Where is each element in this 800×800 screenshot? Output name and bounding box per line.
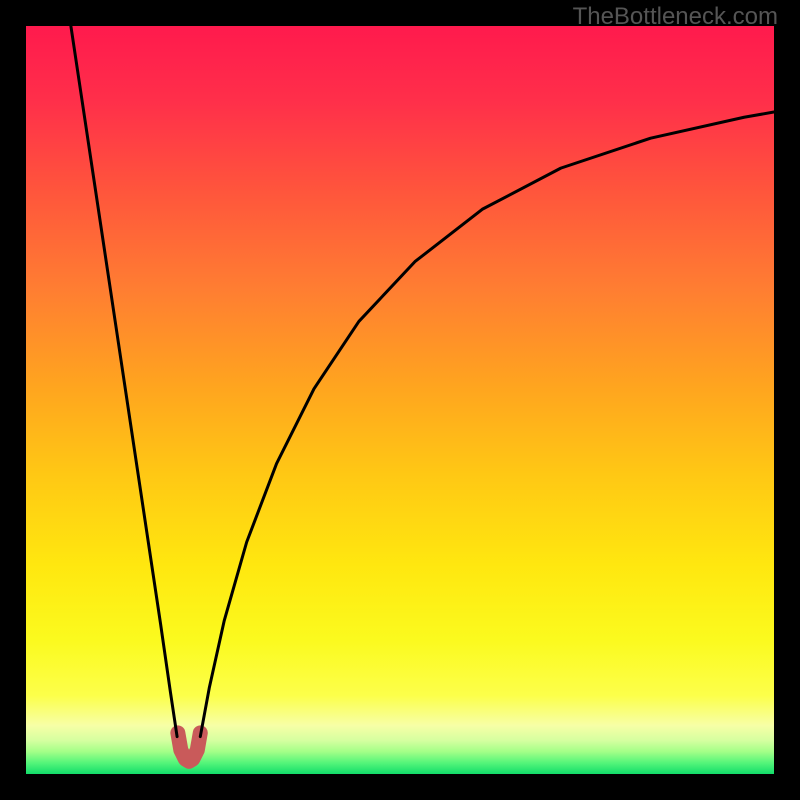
valley-marker (178, 733, 200, 761)
curve-layer (26, 26, 774, 774)
curve-right-branch (200, 112, 774, 737)
frame-border-bottom (0, 774, 800, 800)
chart-root: TheBottleneck.com (0, 0, 800, 800)
watermark-text: TheBottleneck.com (573, 3, 778, 31)
plot-area (26, 26, 774, 774)
frame-border-right (774, 0, 800, 800)
frame-border-left (0, 0, 26, 800)
curve-left-branch (71, 26, 177, 737)
